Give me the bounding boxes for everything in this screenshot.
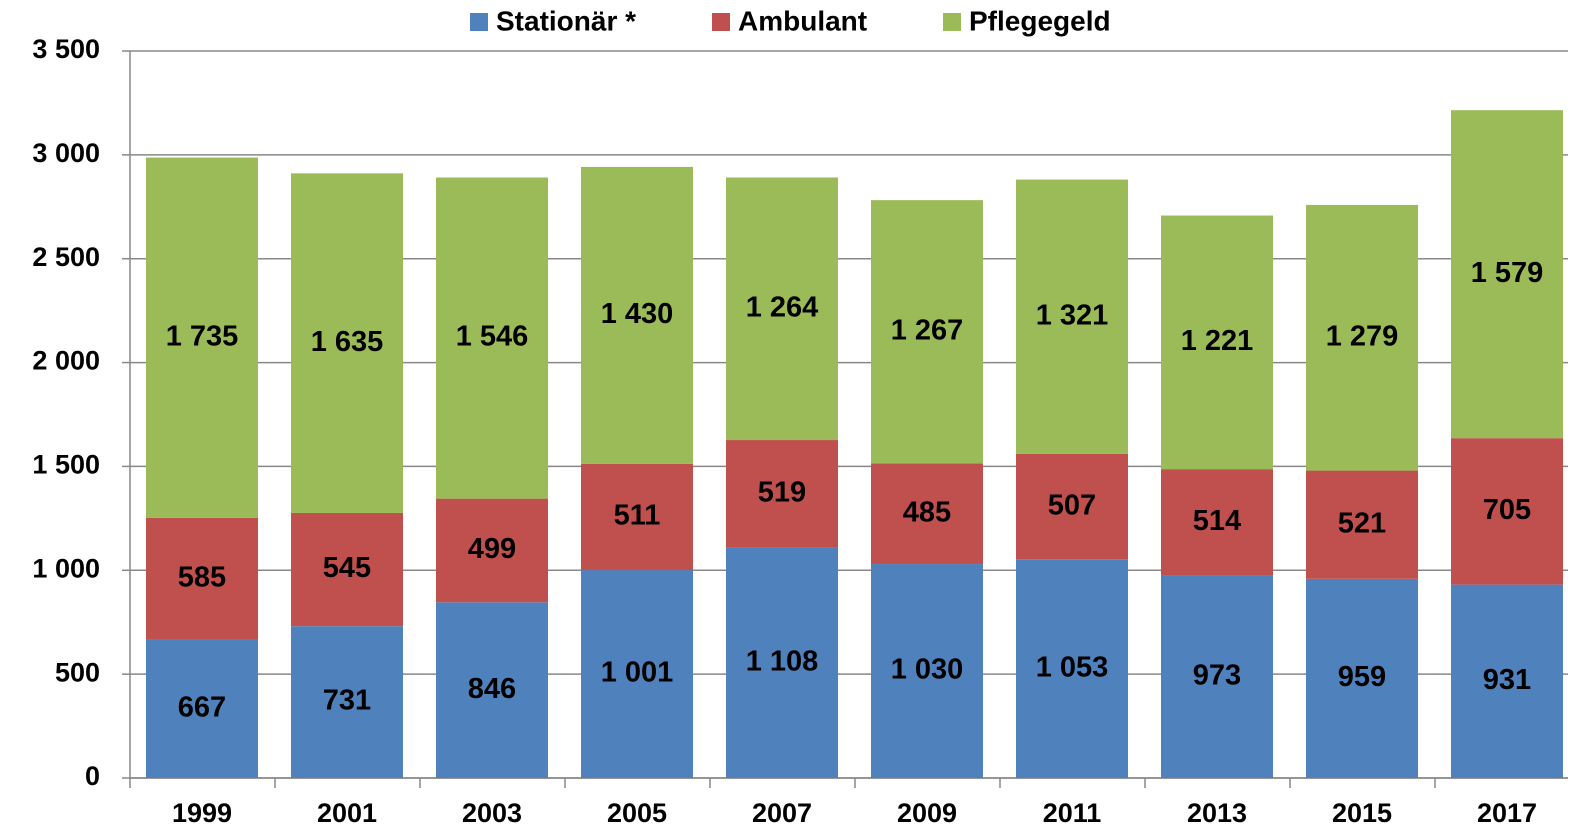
x-tick-label: 2011 (1043, 798, 1102, 828)
data-label: 519 (758, 477, 806, 509)
bar-segment (726, 547, 838, 778)
bar-segment (1161, 215, 1273, 470)
data-label: 705 (1483, 494, 1531, 526)
data-label: 1 579 (1471, 257, 1544, 289)
data-label: 485 (903, 496, 951, 528)
legend-swatch (943, 13, 961, 31)
bar-segment (146, 517, 258, 640)
x-tick-label: 1999 (172, 798, 232, 828)
data-label: 1 108 (746, 646, 819, 678)
bar-segment (436, 602, 548, 778)
y-tick-label: 1 500 (32, 450, 100, 480)
legend-label: Ambulant (738, 5, 867, 36)
bar-segment (146, 639, 258, 778)
data-label: 959 (1338, 661, 1386, 693)
x-tick-label: 2001 (317, 798, 377, 828)
data-label: 973 (1193, 660, 1241, 692)
bar-segment (1016, 453, 1128, 560)
y-tick-label: 3 500 (32, 34, 100, 64)
y-tick-label: 1 000 (32, 553, 100, 583)
y-tick-label: 3 000 (32, 138, 100, 168)
x-tick-label: 2005 (607, 798, 667, 828)
data-label: 1 321 (1036, 299, 1109, 331)
x-tick-label: 2007 (752, 798, 812, 828)
bar-segment (726, 177, 838, 441)
data-label: 1 053 (1036, 651, 1109, 683)
bar-segment (581, 166, 693, 464)
y-tick-label: 500 (55, 657, 100, 687)
bar-segment (871, 200, 983, 464)
bar-segment (871, 463, 983, 565)
data-label: 1 030 (891, 654, 964, 686)
data-label: 1 546 (456, 321, 529, 353)
bar-segment (1161, 469, 1273, 576)
bar-segment (1451, 438, 1563, 585)
data-label: 1 279 (1326, 320, 1399, 352)
x-tick-label: 2009 (897, 798, 957, 828)
bar-segment (146, 157, 258, 518)
bar-segment (1306, 204, 1418, 471)
bar-segment (581, 463, 693, 571)
y-tick-label: 2 000 (32, 346, 100, 376)
x-tick-label: 2015 (1332, 798, 1392, 828)
bar-segment (581, 570, 693, 778)
x-tick-label: 2013 (1187, 798, 1247, 828)
bar-segment (1451, 584, 1563, 778)
data-label: 1 267 (891, 314, 964, 346)
bar-segment (871, 564, 983, 778)
bar-segment (1451, 110, 1563, 439)
data-label: 731 (323, 685, 371, 717)
bar-segment (436, 177, 548, 499)
bar-segment (1306, 470, 1418, 579)
bar-segment (1161, 575, 1273, 778)
data-label: 521 (1338, 507, 1386, 539)
y-tick-label: 2 500 (32, 242, 100, 272)
data-label: 931 (1483, 664, 1531, 696)
bar-segment (726, 440, 838, 548)
x-tick-label: 2003 (462, 798, 522, 828)
data-label: 511 (614, 500, 661, 532)
data-label: 585 (178, 561, 226, 593)
bar-segment (1016, 559, 1128, 778)
legend-label: Stationär * (496, 5, 636, 36)
legend-swatch (712, 13, 730, 31)
legend-swatch (470, 13, 488, 31)
bar-segment (1016, 179, 1128, 454)
bar-segment (291, 512, 403, 627)
data-label: 1 635 (311, 326, 384, 358)
data-label: 1 430 (601, 298, 674, 330)
bar-segment (291, 173, 403, 513)
bar-segment (291, 626, 403, 778)
data-label: 1 221 (1181, 325, 1254, 357)
data-label: 667 (178, 691, 226, 723)
data-label: 514 (1193, 505, 1241, 537)
x-tick-label: 2017 (1477, 798, 1537, 828)
bar-segment (1306, 578, 1418, 778)
data-label: 846 (468, 673, 516, 705)
legend-label: Pflegegeld (969, 5, 1111, 36)
bar-segment (436, 498, 548, 603)
data-label: 507 (1048, 489, 1096, 521)
data-label: 499 (468, 533, 516, 565)
data-label: 1 001 (601, 657, 674, 689)
y-tick-label: 0 (85, 761, 100, 791)
data-label: 1 264 (746, 291, 819, 323)
data-label: 545 (323, 552, 371, 584)
data-label: 1 735 (166, 320, 239, 352)
